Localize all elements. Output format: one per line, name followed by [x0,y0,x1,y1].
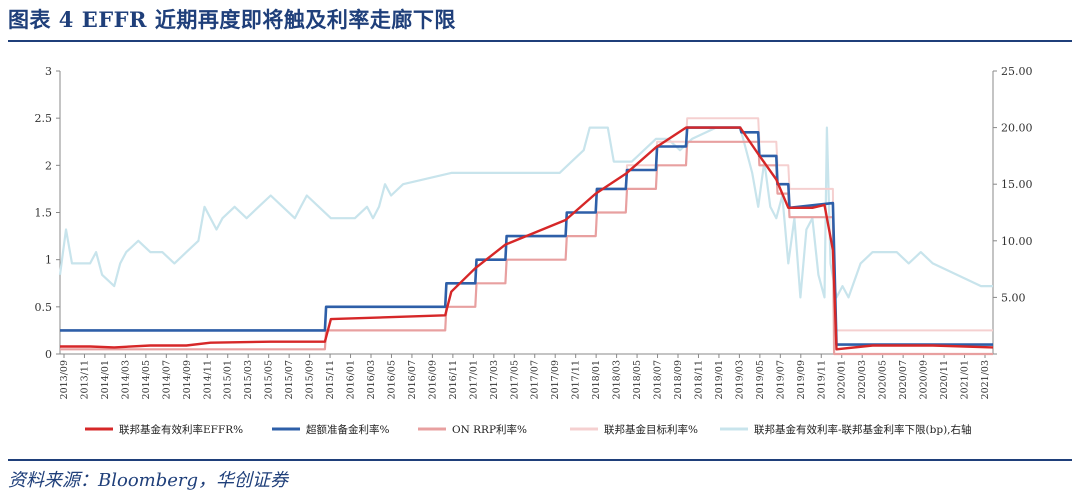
title-rule [8,40,1072,42]
x-tick-label: 2021/03 [980,360,991,399]
legend-label-3: 联邦基金目标利率% [604,423,698,436]
x-tick-label: 2015/07 [284,360,295,399]
x-tick-label: 2018/03 [612,360,623,399]
series-line-1 [60,126,993,346]
y-left-tick-label: 0.5 [35,301,53,314]
y-right-tick-label: 25.00 [1001,65,1033,78]
x-tick-label: 2019/11 [816,360,827,399]
x-tick-label: 2020/07 [898,360,909,399]
legend-label-0: 联邦基金有效利率EFFR% [119,423,243,436]
x-tick-label: 2017/01 [468,360,479,399]
y-left-tick-label: 2.5 [35,112,53,125]
y-left-tick-label: 2 [45,159,52,172]
x-tick-label: 2017/05 [509,360,520,399]
x-tick-label: 2020/05 [878,360,889,399]
y-left-tick-label: 3 [45,65,52,78]
x-tick-label: 2019/07 [775,360,786,399]
x-tick-label: 2015/01 [223,360,234,399]
legend-label-1: 超额准备金利率% [306,423,389,436]
x-tick-label: 2018/07 [653,360,664,399]
x-tick-label: 2018/09 [673,360,684,399]
figure-title: 图表 4 EFFR 近期再度即将触及利率走廊下限 [8,7,456,32]
chart-legend: 联邦基金有效利率EFFR% 超额准备金利率% ON RRP利率% 联邦基金目标利率% 联… [85,423,972,436]
x-tick-label: 2021/01 [960,360,971,399]
x-tick-label: 2014/05 [141,360,152,399]
y-left-tick-label: 0 [45,348,52,361]
x-tick-label: 2014/07 [161,360,172,399]
x-tick-label: 2017/11 [571,360,582,399]
x-tick-label: 2016/11 [448,360,459,399]
x-tick-label: 2019/05 [755,360,766,399]
x-tick-label: 2018/11 [693,360,704,399]
x-tick-label: 2016/05 [386,360,397,399]
x-tick-label: 2018/01 [591,360,602,399]
x-tick-label: 2015/03 [243,360,254,399]
x-tick-label: 2017/07 [530,360,541,399]
legend-label-2: ON RRP利率% [452,423,527,436]
y-right-tick-label: 15.00 [1001,178,1033,191]
x-tick-label: 2015/05 [264,360,275,399]
x-tick-label: 2016/03 [366,360,377,399]
x-tick-label: 2015/09 [305,360,316,399]
x-tick-label: 2014/09 [182,360,193,399]
x-tick-label: 2019/01 [714,360,725,399]
y-right-tick-label: 20.00 [1001,122,1033,135]
y-left-tick-label: 1.5 [35,207,53,220]
x-tick-label: 2020/03 [857,360,868,399]
x-tick-label: 2017/09 [550,360,561,399]
chart-area: 0 0.5 1 1.5 2 2.5 3 5.00 10.00 15.00 20.00 25.00 201… [35,65,1033,436]
x-tick-label: 2013/11 [79,360,90,399]
x-tick-label: 2014/01 [100,360,111,399]
x-tick-label: 2020/01 [837,360,848,399]
source-rule [8,459,1072,461]
x-tick-label: 2020/09 [919,360,930,399]
series-line-3 [60,117,993,332]
x-tick-label: 2013/09 [59,360,70,399]
x-tick-label: 2016/09 [427,360,438,399]
x-tick-label: 2015/11 [325,360,336,399]
chart-axes: 0 0.5 1 1.5 2 2.5 3 5.00 10.00 15.00 20.00 25.00 201… [35,65,1033,399]
x-tick-label: 2017/03 [489,360,500,399]
x-tick-label: 2014/11 [202,360,213,399]
series-line-0 [60,126,994,351]
chart-series [58,117,994,356]
series-line-4 [58,126,993,299]
x-tick-label: 2016/07 [407,360,418,399]
source-note: 资料来源：Bloomberg，华创证券 [8,470,289,491]
x-tick-label: 2019/09 [796,360,807,399]
y-right-tick-label: 5.00 [1001,291,1026,304]
y-right-tick-label: 10.00 [1001,235,1033,248]
legend-label-4: 联邦基金有效利率-联邦基金利率下限(bp),右轴 [754,423,972,436]
y-left-tick-label: 1 [45,254,52,267]
x-tick-label: 2019/03 [734,360,745,399]
x-tick-label: 2016/01 [346,360,357,399]
x-tick-label: 2018/05 [632,360,643,399]
x-tick-label: 2014/03 [120,360,131,399]
x-tick-label: 2020/11 [939,360,950,399]
